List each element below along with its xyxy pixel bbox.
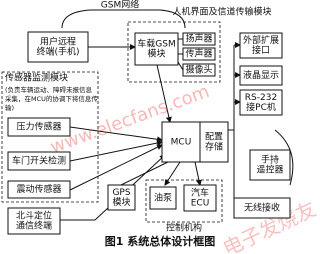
gsm-module-label: 模块 — [147, 48, 165, 60]
gsm-group — [127, 21, 221, 83]
sensor-group — [1, 71, 99, 203]
rs232-label: RS-232 — [245, 93, 277, 103]
gps-module-box — [107, 184, 136, 211]
pressure-sensor-label: 压力传感器 — [16, 121, 61, 133]
gsm-module-label: 车载GSM — [137, 38, 175, 50]
oil-pump-box — [149, 186, 177, 210]
network-link — [61, 9, 186, 29]
microphone-label: 传声器 — [185, 48, 212, 60]
ext-interface-label: 接口 — [252, 44, 270, 56]
camera-box — [182, 63, 216, 77]
microphone-box — [182, 47, 216, 61]
camera-label: 摄像头 — [185, 64, 212, 76]
ext-interface-label: 外部扩展 — [243, 34, 279, 46]
lcd-box — [239, 65, 283, 86]
remote-control-box — [249, 149, 291, 181]
beidou-terminal-box — [7, 207, 61, 235]
car-ecu-label: 汽车 — [191, 187, 209, 199]
gps-module-label: GPS — [112, 188, 130, 198]
gps-module-label: 模块 — [112, 196, 130, 208]
config-storage-box — [199, 121, 229, 163]
remote-control-label: 遥控器 — [256, 164, 283, 176]
remote-terminal-label: 终端(手机) — [36, 46, 79, 58]
beidou-terminal-label: 北斗定位 — [16, 210, 52, 222]
door-detect-label: 车门开关检测 — [12, 155, 66, 167]
module-title: 人机界面及信道传输模块 — [172, 6, 271, 18]
car-ecu-label: ECU — [191, 199, 210, 209]
sensor-module-desc: (负责车辆运动、障碍未报信息 — [5, 85, 93, 94]
control-label: 控制机构 — [166, 222, 202, 234]
caption: 图1 系统总体设计框图 — [105, 234, 215, 248]
network-label: GSM网络 — [101, 0, 139, 11]
door-detect-box — [7, 151, 71, 171]
beidou-terminal-label: 通信终端 — [16, 220, 52, 232]
sensor-module-desc: 采集，在MCU的协调下将信息传 — [5, 94, 98, 103]
car-ecu-box — [183, 184, 217, 212]
control-group — [145, 179, 223, 223]
config-storage-label: 存储 — [205, 141, 223, 153]
rs232-label: 接PC机 — [246, 101, 276, 113]
gsm-module-box — [134, 32, 179, 66]
config-storage-label: 配置 — [205, 132, 223, 143]
remote-terminal-label: 用户远程 — [40, 36, 76, 48]
speaker-box — [182, 32, 216, 46]
vibration-sensor-label: 震动传感器 — [16, 183, 61, 195]
ext-interface-box — [239, 32, 283, 59]
speaker-label: 扬声器 — [185, 33, 212, 45]
remote-terminal-box — [27, 31, 89, 63]
mcu-label: MCU — [171, 138, 192, 148]
oil-pump-label: 油泵 — [154, 192, 172, 204]
sensor-module-title: 传感器监测模块 — [5, 72, 68, 84]
wireless-rx-label: 无线接收 — [244, 202, 280, 214]
remote-control-label: 手持 — [261, 154, 279, 166]
lcd-label: 液晶显示 — [243, 69, 279, 81]
vibration-sensor-box — [7, 180, 71, 199]
wireless-rx-box — [233, 197, 291, 219]
pressure-sensor-box — [7, 117, 71, 137]
rs232-box — [239, 89, 283, 116]
sensor-module-desc: 输) — [5, 103, 14, 112]
